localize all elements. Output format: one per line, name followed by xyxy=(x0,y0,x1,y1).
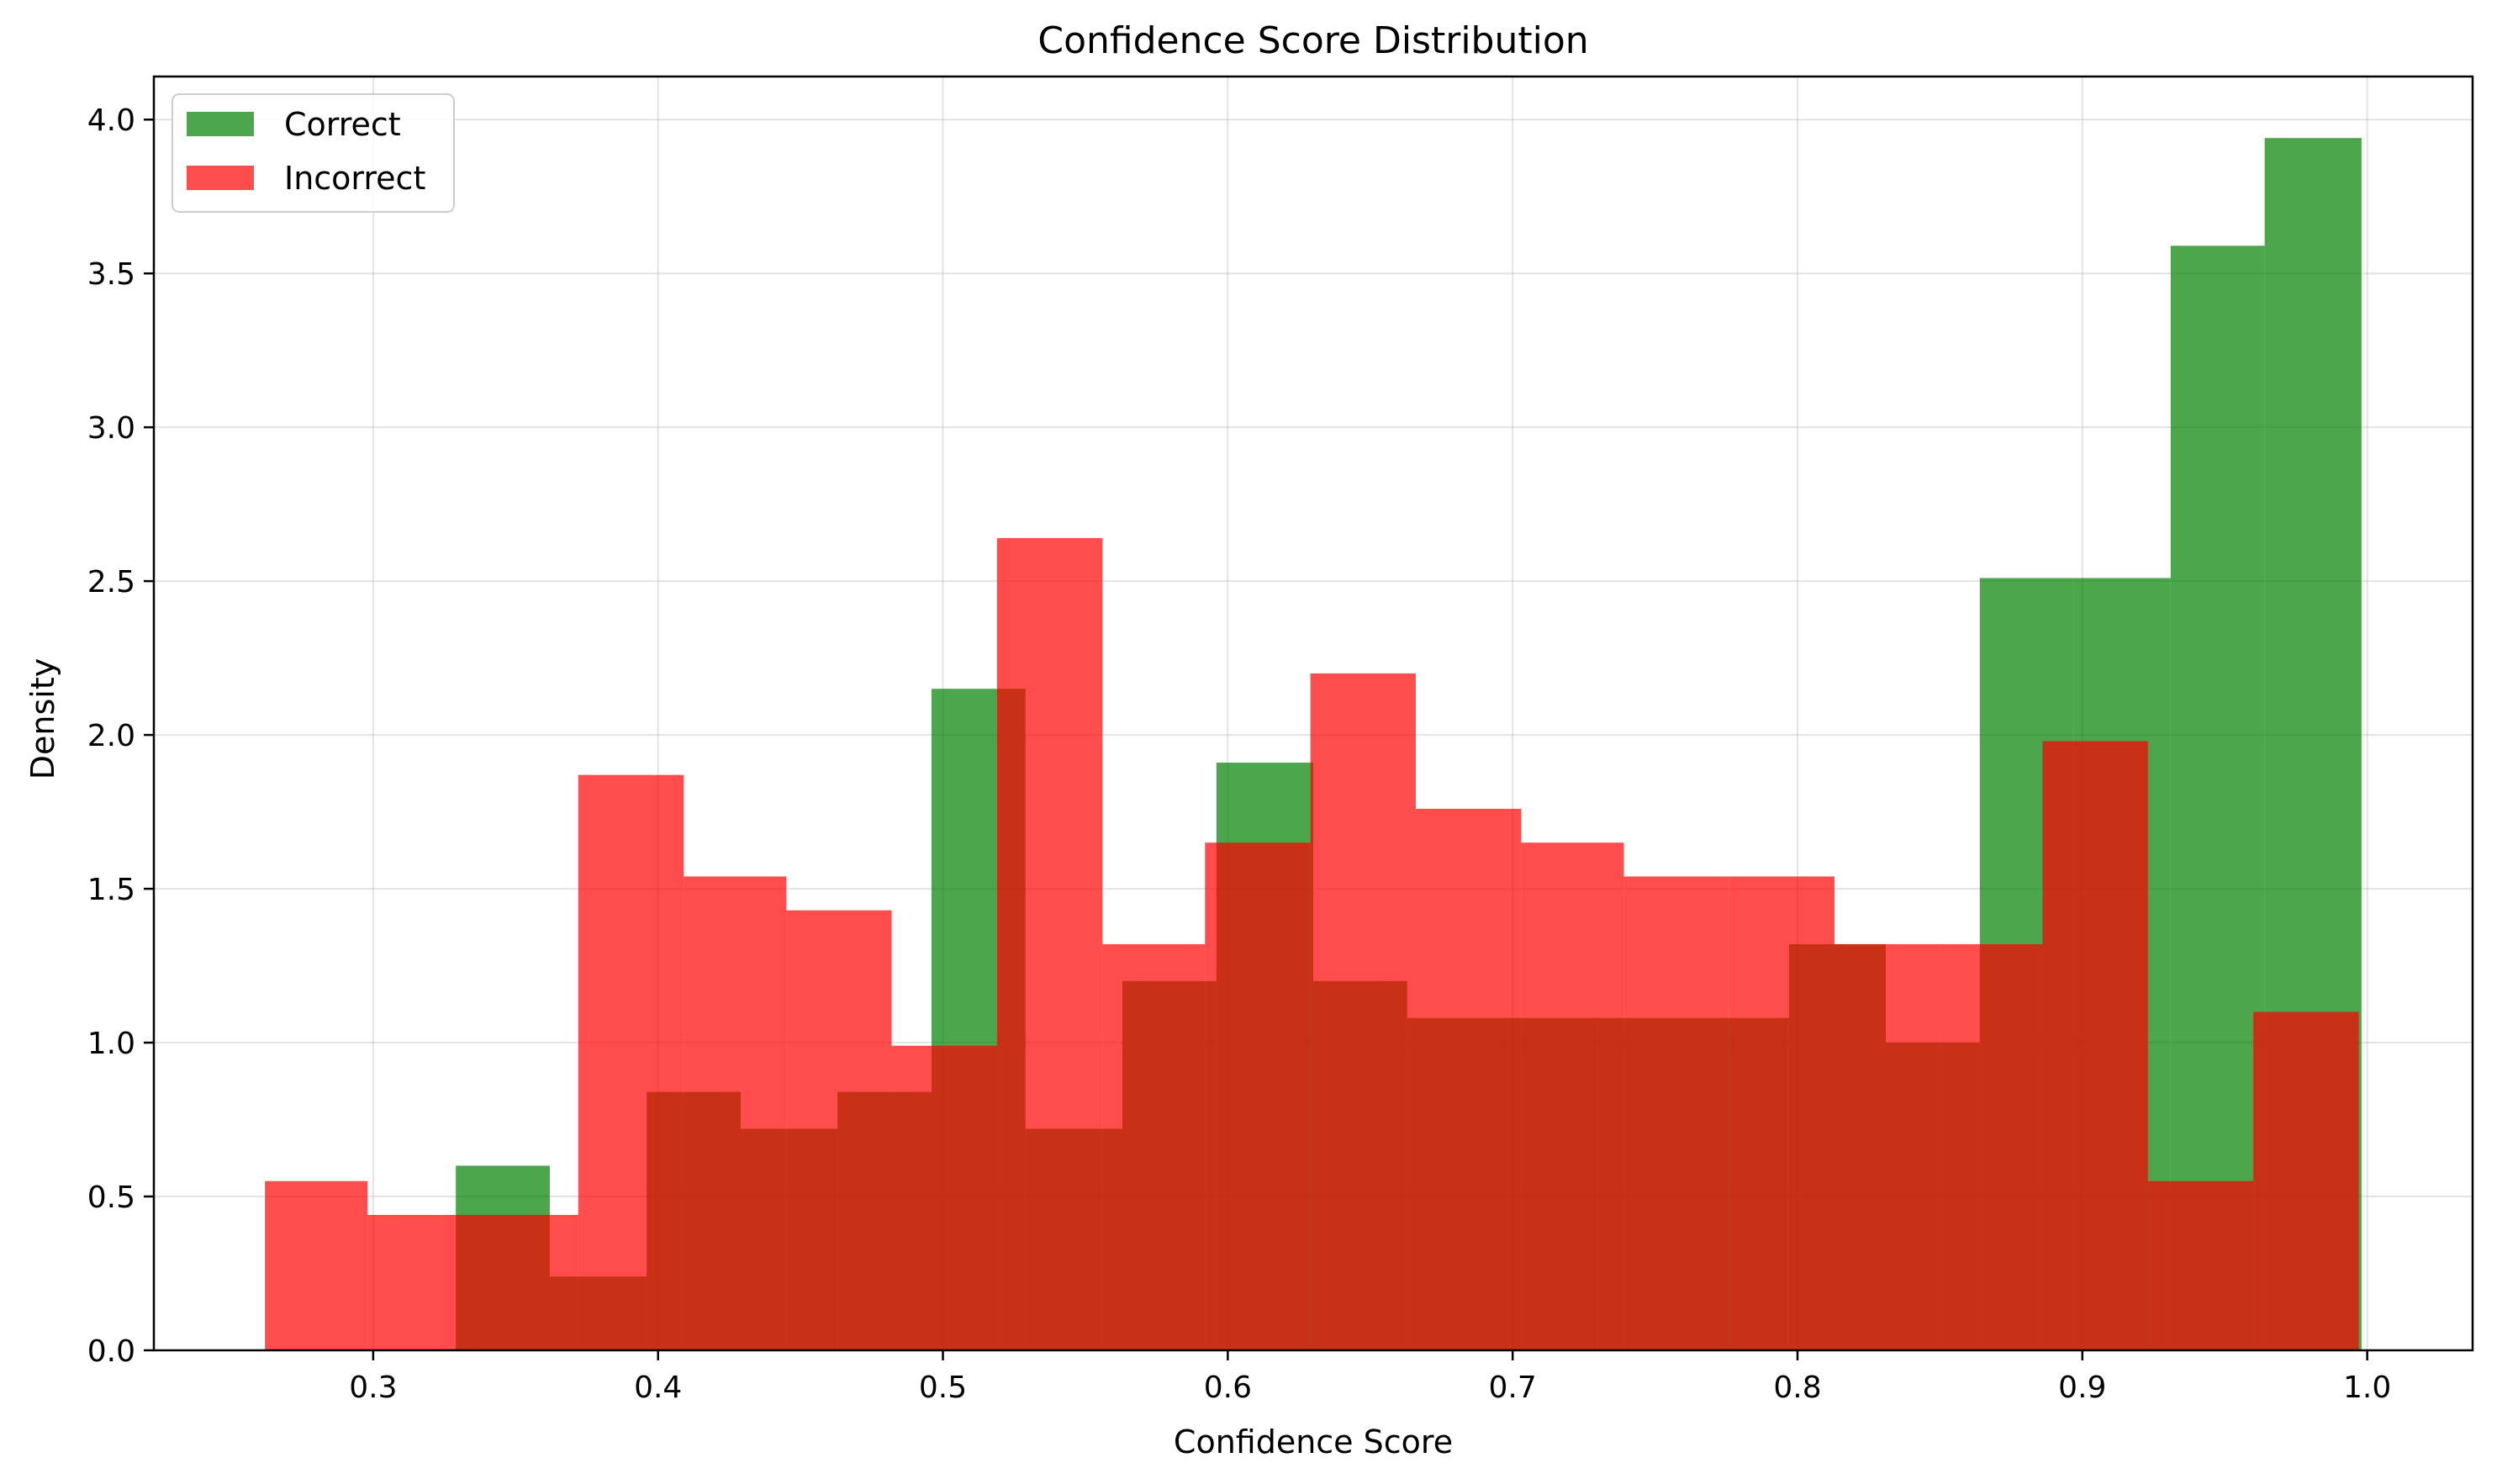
x-tick-label: 0.7 xyxy=(1489,1370,1537,1405)
y-tick-label: 0.0 xyxy=(87,1334,135,1369)
x-tick-label: 0.4 xyxy=(634,1370,682,1405)
y-axis-ticks: 0.0 0.5 1.0 1.5 2.0 2.5 3.0 3.5 4.0 xyxy=(87,103,154,1369)
bar-incorrect xyxy=(265,1180,368,1350)
bar-correct xyxy=(2170,246,2265,1351)
bar-incorrect xyxy=(1310,673,1416,1350)
x-tick-label: 0.8 xyxy=(1773,1370,1821,1405)
bar-incorrect xyxy=(472,1214,578,1350)
bar-incorrect xyxy=(2042,741,2148,1350)
y-axis-label: Density xyxy=(24,658,61,779)
y-tick-label: 1.0 xyxy=(87,1027,135,1061)
y-tick-label: 0.5 xyxy=(87,1180,135,1215)
x-tick-label: 0.5 xyxy=(919,1370,967,1405)
y-tick-label: 3.5 xyxy=(87,257,135,292)
x-axis-label: Confidence Score xyxy=(1174,1423,1453,1460)
x-tick-label: 0.6 xyxy=(1204,1370,1252,1405)
bar-incorrect xyxy=(1205,842,1311,1350)
legend-label-incorrect: Incorrect xyxy=(284,160,425,197)
x-tick-label: 1.0 xyxy=(2343,1370,2391,1405)
legend-swatch-correct xyxy=(187,112,254,136)
bar-incorrect xyxy=(786,910,892,1350)
bar-incorrect xyxy=(1415,808,1522,1350)
bar-incorrect xyxy=(684,876,787,1350)
legend-label-correct: Correct xyxy=(284,106,401,143)
bar-incorrect xyxy=(1102,943,1206,1350)
bar-incorrect xyxy=(1729,876,1835,1350)
y-tick-label: 1.5 xyxy=(87,873,135,907)
legend: Correct Incorrect xyxy=(172,93,455,213)
chart-title: Confidence Score Distribution xyxy=(1037,19,1588,62)
bar-incorrect xyxy=(1623,876,1729,1350)
bar-incorrect xyxy=(891,1045,997,1350)
y-tick-label: 2.5 xyxy=(87,565,135,599)
bar-incorrect xyxy=(1940,943,2043,1350)
x-tick-label: 0.3 xyxy=(349,1370,397,1405)
y-tick-label: 4.0 xyxy=(87,103,135,138)
legend-swatch-incorrect xyxy=(187,166,254,190)
x-axis-ticks: 0.3 0.4 0.5 0.6 0.7 0.8 0.9 1.0 xyxy=(349,1350,2391,1405)
y-tick-label: 2.0 xyxy=(87,719,135,753)
histogram-bars xyxy=(265,138,2362,1351)
bar-incorrect xyxy=(1834,943,1940,1350)
x-tick-label: 0.9 xyxy=(2058,1370,2106,1405)
bar-incorrect xyxy=(578,774,684,1350)
plot-frame xyxy=(152,75,2474,1352)
bar-incorrect xyxy=(2253,1011,2359,1350)
bar-incorrect xyxy=(996,537,1103,1350)
bar-incorrect xyxy=(1521,842,1624,1350)
bar-incorrect xyxy=(2147,1180,2254,1350)
bar-incorrect xyxy=(367,1214,473,1350)
y-tick-label: 3.0 xyxy=(87,411,135,446)
